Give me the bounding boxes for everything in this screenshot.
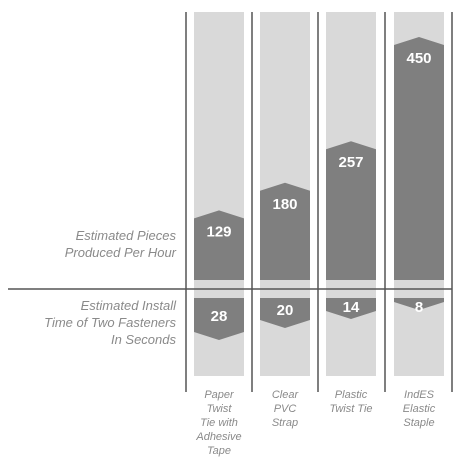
- category-label: Adhesive: [195, 431, 241, 443]
- category-label: Twist: [207, 403, 233, 415]
- row-label-install-time: Estimated Install Time of Two Fasteners …: [44, 297, 176, 348]
- category-label: Staple: [403, 417, 434, 429]
- category-label: Paper: [204, 389, 235, 401]
- row-label-line: Time of Two Fasteners: [44, 315, 176, 330]
- row-label-line: Produced Per Hour: [64, 245, 176, 260]
- row-label-line: In Seconds: [110, 332, 176, 347]
- category-label: Tie with: [200, 417, 238, 429]
- bar-install-time: [260, 298, 310, 328]
- category-label: IndES: [404, 389, 435, 401]
- category-label: Elastic: [403, 403, 436, 415]
- bar-install-time: [194, 298, 244, 340]
- bar-pieces-per-hour: [194, 210, 244, 280]
- data-label-install-time: 8: [415, 299, 423, 316]
- data-label-pieces-per-hour: 450: [406, 50, 431, 67]
- category-label: Strap: [272, 417, 298, 429]
- data-label-pieces-per-hour: 180: [272, 196, 297, 213]
- row-label-line: Estimated Install: [80, 298, 176, 313]
- category-label: Clear: [272, 389, 300, 401]
- data-label-install-time: 28: [211, 308, 228, 325]
- category-label: Tape: [207, 445, 231, 457]
- data-label-pieces-per-hour: 129: [206, 223, 231, 240]
- category-label: Twist Tie: [329, 403, 372, 415]
- bar-pieces-per-hour: [260, 182, 310, 280]
- bar-pieces-per-hour: [326, 141, 376, 280]
- category-label: Plastic: [335, 389, 368, 401]
- category-label: PVC: [274, 403, 297, 415]
- row-label-line: Estimated Pieces: [75, 228, 176, 243]
- data-label-install-time: 20: [277, 302, 294, 319]
- bar-install-time: [326, 298, 376, 319]
- data-label-install-time: 14: [343, 299, 360, 316]
- bar-install-time: [394, 298, 444, 310]
- bar-pieces-per-hour: [394, 37, 444, 280]
- row-label-pieces-per-hour: Estimated Pieces Produced Per Hour: [65, 227, 176, 261]
- data-label-pieces-per-hour: 257: [338, 154, 363, 171]
